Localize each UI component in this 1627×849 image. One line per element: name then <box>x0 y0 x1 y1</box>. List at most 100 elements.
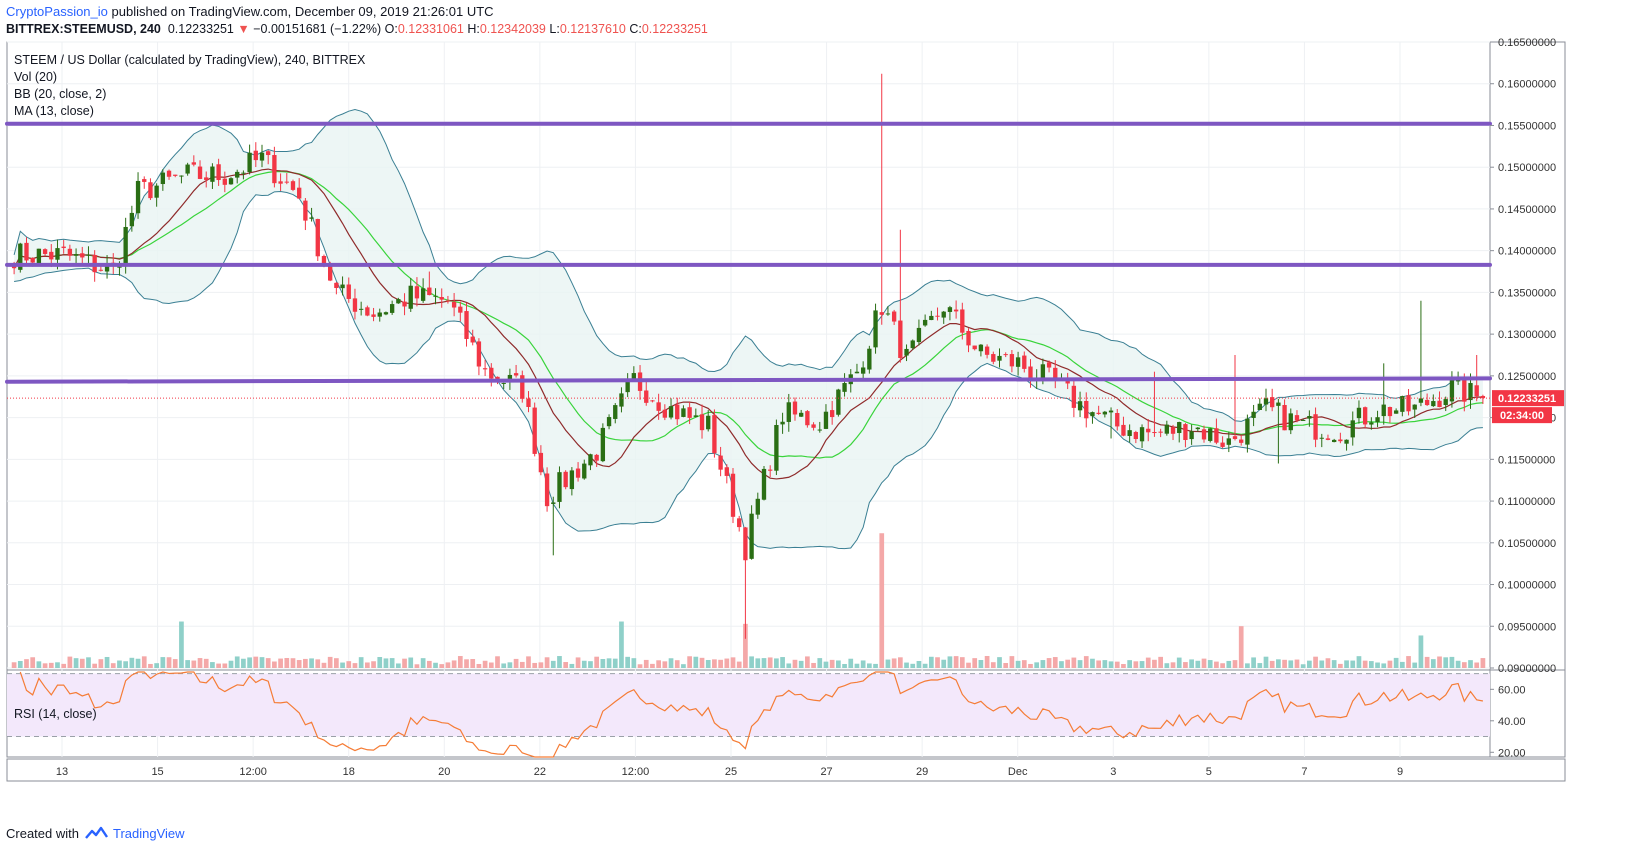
candle-body <box>98 269 104 271</box>
price-tick-label: 0.10000000 <box>1498 580 1556 592</box>
candle-body <box>1127 430 1132 436</box>
volume-bar <box>265 658 271 668</box>
candle-body <box>929 315 934 321</box>
candle-body <box>507 374 513 382</box>
time-tick-label: 3 <box>1110 766 1116 778</box>
candlesticks <box>11 73 1486 639</box>
volume-bar <box>414 664 420 668</box>
candle-body <box>1276 402 1281 406</box>
candle-body <box>891 311 897 322</box>
candle-body <box>173 174 178 176</box>
ohlc-close-label: C: <box>629 22 642 36</box>
volume-bar <box>1108 661 1114 668</box>
volume-bar <box>1362 660 1368 668</box>
volume-bar <box>1034 662 1040 668</box>
volume-bar <box>761 658 767 668</box>
candle-body <box>972 345 977 350</box>
resistance-lines[interactable] <box>5 121 1492 384</box>
volume-bar <box>1331 660 1337 668</box>
volume-bar <box>984 655 990 668</box>
volume-bar <box>1046 658 1052 668</box>
candle-body <box>1208 428 1213 441</box>
volume-bar <box>1059 661 1064 668</box>
volume-bar <box>166 657 172 668</box>
candle-body <box>49 251 54 260</box>
volume-bar <box>910 663 916 668</box>
candle-body <box>30 257 35 263</box>
candle-body <box>1424 399 1430 406</box>
volume-bar <box>1418 635 1424 668</box>
ohlc-low-label: L: <box>549 22 560 36</box>
candle-body <box>730 473 736 517</box>
candle-body <box>873 310 878 348</box>
resistance-line[interactable] <box>5 376 1492 384</box>
candle-body <box>371 314 376 317</box>
candle-body <box>786 402 791 422</box>
ohlc-open-label: O: <box>384 22 398 36</box>
volume-bar <box>1480 658 1486 668</box>
candle-body <box>42 249 48 254</box>
candle-body <box>520 375 525 399</box>
tradingview-link[interactable]: TradingView <box>112 825 185 841</box>
volume-bar <box>730 657 736 668</box>
volume-bar <box>86 657 91 668</box>
volume-bar <box>1251 657 1256 668</box>
candle-body <box>563 471 568 488</box>
volume-bar <box>674 660 680 668</box>
volume-bar <box>1003 663 1009 668</box>
volume-bar <box>1133 661 1139 668</box>
price-tick-label: 0.09000000 <box>1498 663 1556 675</box>
candle-body <box>854 371 860 374</box>
candle-body <box>1338 439 1343 442</box>
volume-bar <box>1096 660 1102 668</box>
candle-body <box>1468 383 1473 401</box>
volume-bar <box>247 657 252 668</box>
candle-body <box>216 164 221 181</box>
volume-bar <box>1468 660 1473 668</box>
candle-body <box>377 312 382 317</box>
volume-bar <box>1114 661 1120 668</box>
candle-body <box>1393 410 1399 414</box>
rsi-line <box>19 671 1484 758</box>
volume-bar <box>67 656 73 668</box>
author-link[interactable]: CryptoPassion_io <box>6 4 108 19</box>
candle-body <box>1437 400 1442 408</box>
candle-body <box>613 405 618 419</box>
volume-bar <box>1220 663 1225 668</box>
volume-bar <box>538 662 544 668</box>
symbol-label: BITTREX:STEEMUSD, 240 <box>6 22 161 36</box>
volume-bar <box>650 663 655 668</box>
price-tick-label: 0.13500000 <box>1498 287 1556 299</box>
volume-bar <box>42 663 48 668</box>
change-arrow: ▼ <box>237 22 250 36</box>
volume-bar <box>959 657 965 668</box>
price-tick-label: 0.15000000 <box>1498 162 1556 174</box>
candle-body <box>842 383 847 392</box>
volume-bar <box>941 659 947 668</box>
volume-bar <box>1189 659 1194 668</box>
volume-bar <box>829 659 835 668</box>
volume-bar <box>129 657 135 668</box>
ohlc-open: 0.12331061 <box>397 22 464 36</box>
candle-body <box>284 181 289 183</box>
legend-vol: Vol (20) <box>14 70 57 84</box>
volume-bar <box>203 658 209 668</box>
candle-body <box>829 410 835 418</box>
bollinger-bands <box>13 108 1483 550</box>
volume-bar <box>1195 660 1201 668</box>
volume-bar <box>377 656 383 668</box>
candle-body <box>1400 396 1405 412</box>
volume-bar <box>1387 660 1393 668</box>
candle-body <box>1220 442 1225 447</box>
candle-body <box>1375 417 1380 423</box>
volume-bar <box>904 662 909 668</box>
volume-bar <box>786 663 792 668</box>
volume-bar <box>866 663 872 668</box>
volume-bar <box>879 533 885 668</box>
volume-bar <box>1356 656 1362 668</box>
volume-bar <box>1375 662 1380 668</box>
symbol-header: BITTREX:STEEMUSD, 240 0.12233251 ▼ −0.00… <box>6 21 708 37</box>
candle-body <box>18 243 23 270</box>
volume-bar <box>848 658 854 668</box>
